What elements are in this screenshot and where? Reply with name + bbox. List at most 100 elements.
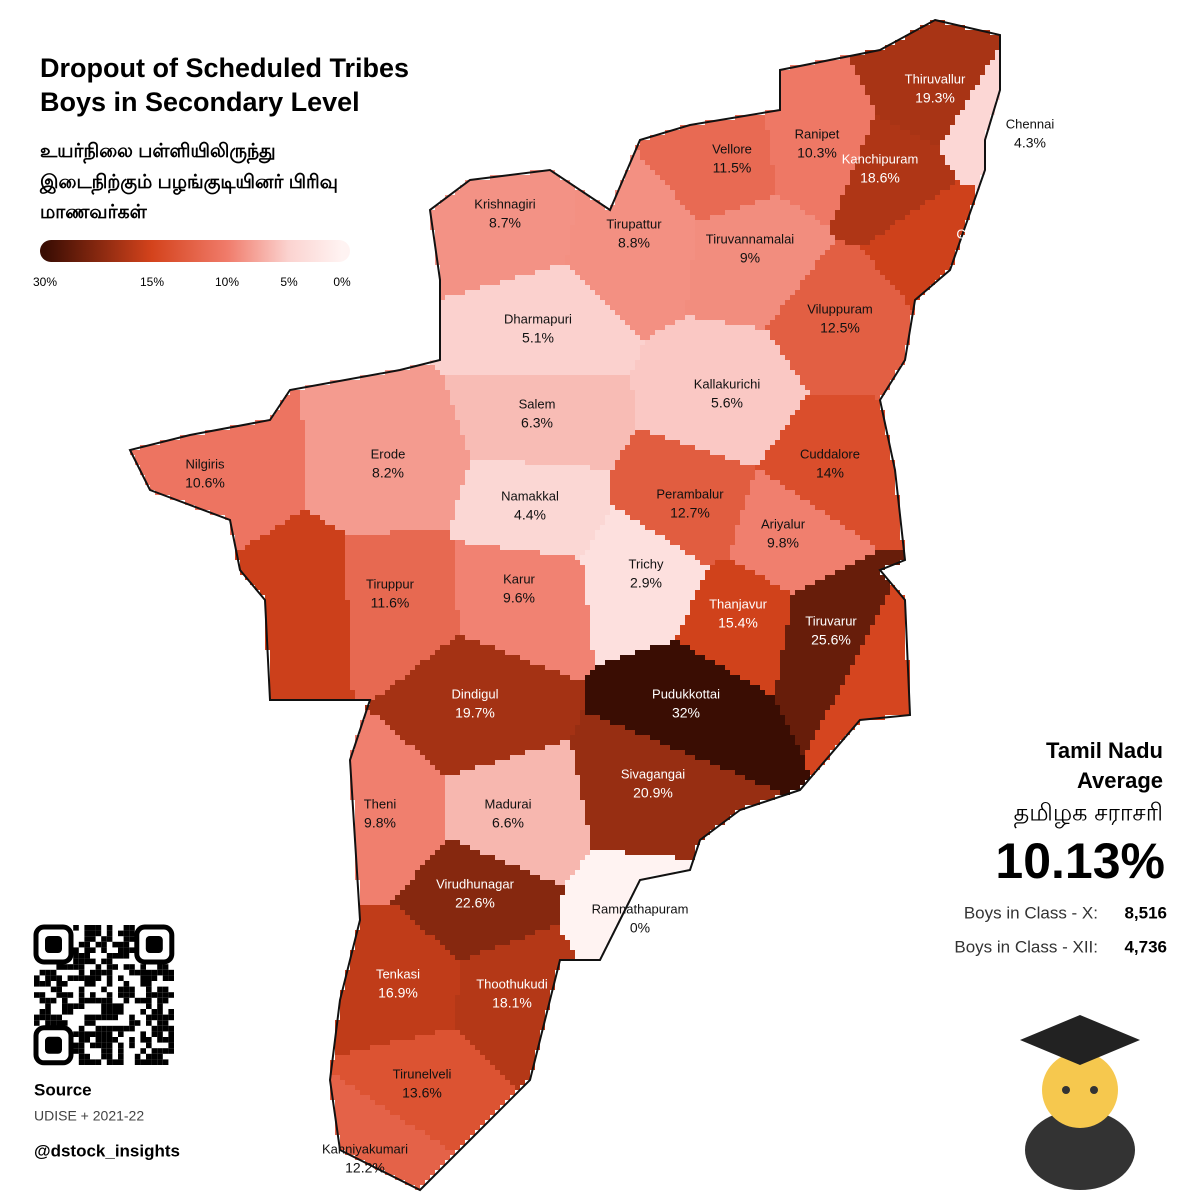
qr-module xyxy=(146,1053,152,1060)
qr-module xyxy=(84,947,90,953)
qr-module xyxy=(78,1031,85,1037)
district-name: Pudukkottai xyxy=(652,686,720,701)
qr-module xyxy=(118,930,124,937)
qr-module xyxy=(62,997,68,1004)
district xyxy=(805,585,910,775)
qr-module xyxy=(168,1014,174,1021)
qr-module xyxy=(168,1031,174,1037)
district xyxy=(580,505,710,665)
district-value: 4.3% xyxy=(1014,135,1046,151)
qr-module xyxy=(34,1020,40,1026)
qr-module xyxy=(78,975,85,981)
district-name: Ramnathapuram xyxy=(592,901,689,916)
qr-module xyxy=(146,975,152,981)
district xyxy=(345,530,460,700)
qr-module xyxy=(157,1059,163,1065)
qr-module xyxy=(140,997,146,1004)
qr-module xyxy=(62,981,68,987)
qr-module xyxy=(106,969,113,976)
qr-module xyxy=(90,930,96,937)
district-name: Tirunelveli xyxy=(393,1066,452,1081)
district-value: 11.5% xyxy=(713,160,752,176)
district-name: Nagapattinam xyxy=(910,643,991,658)
district-name: Tiruppur xyxy=(366,576,415,591)
district-value: 13.6% xyxy=(402,1085,442,1101)
district-name: Theni xyxy=(364,796,397,811)
qr-module xyxy=(151,969,158,976)
district-name: Erode xyxy=(371,446,406,461)
qr-module xyxy=(106,925,113,931)
qr-module xyxy=(78,1003,85,1009)
qr-module xyxy=(168,992,174,998)
qr-module xyxy=(101,1031,107,1037)
district-name: Tenkasi xyxy=(376,966,420,981)
qr-module xyxy=(118,986,124,993)
qr-module xyxy=(84,1014,90,1021)
district-name: Trichy xyxy=(629,556,664,571)
district xyxy=(330,1075,455,1190)
district-name: Salem xyxy=(519,396,556,411)
qr-module xyxy=(73,1048,79,1054)
qr-module xyxy=(123,992,130,998)
qr-module xyxy=(106,1003,113,1009)
qr-module xyxy=(84,936,90,942)
qr-module xyxy=(50,986,57,993)
qr-module xyxy=(73,1003,79,1009)
district xyxy=(675,560,790,695)
district xyxy=(765,55,875,225)
qr-module xyxy=(162,1037,169,1043)
qr-module xyxy=(123,953,130,959)
state-outline xyxy=(128,18,1001,1192)
qr-module xyxy=(118,992,124,998)
qr-module xyxy=(56,1020,62,1026)
legend-tick-label: 5% xyxy=(280,275,298,289)
qr-module xyxy=(101,936,107,942)
district-value: 4.4% xyxy=(514,507,546,523)
qr-module xyxy=(106,975,113,981)
district xyxy=(685,195,835,330)
qr-module xyxy=(56,964,62,970)
source-handle: @dstock_insights xyxy=(34,1141,180,1160)
legend: 30% 15% 10% 5% 0% xyxy=(33,275,351,289)
district xyxy=(430,170,575,300)
districts xyxy=(130,20,1000,1190)
subtitle: உயர்நிலை பள்ளியிலிருந்து xyxy=(40,141,276,164)
qr-module xyxy=(101,941,107,948)
qr-module xyxy=(162,1014,169,1021)
legend-tick-label: 0% xyxy=(333,275,351,289)
district-value: 15.4% xyxy=(718,615,758,631)
district xyxy=(765,240,915,400)
district xyxy=(755,395,905,550)
qr-module xyxy=(146,969,152,976)
qr-module xyxy=(134,997,141,1004)
district xyxy=(335,905,460,1055)
district-name: Dindigul xyxy=(452,686,499,701)
qr-module xyxy=(118,1048,124,1054)
qr-module xyxy=(157,1009,163,1015)
district-value: 9.8% xyxy=(767,535,799,551)
qr-module xyxy=(106,1037,113,1043)
subtitle: இடைநிற்கும் பழங்குடியினர் பிரிவு xyxy=(39,172,338,195)
qr-module xyxy=(123,986,130,993)
qr-module xyxy=(84,1031,90,1037)
qr-module xyxy=(62,1020,68,1026)
qr-module xyxy=(78,941,85,948)
district-name: Kallakurichi xyxy=(694,376,761,391)
district-name: Kanchipuram xyxy=(842,151,919,166)
district-value: 25.6% xyxy=(811,632,851,648)
summary-heading: Tamil Nadu xyxy=(1046,738,1163,763)
qr-module xyxy=(101,1037,107,1043)
legend-bar xyxy=(40,240,350,262)
district-name: Namakkal xyxy=(501,488,559,503)
qr-module xyxy=(162,975,169,981)
qr-module xyxy=(118,1042,124,1049)
qr-module xyxy=(129,986,135,993)
qr-module xyxy=(90,1014,96,1021)
qr-module xyxy=(118,941,124,948)
district xyxy=(730,470,875,595)
qr-module xyxy=(112,964,118,970)
qr-module xyxy=(129,936,135,942)
district-value: 9.8% xyxy=(364,815,396,831)
qr-module xyxy=(34,992,40,998)
qr-module xyxy=(162,992,169,998)
